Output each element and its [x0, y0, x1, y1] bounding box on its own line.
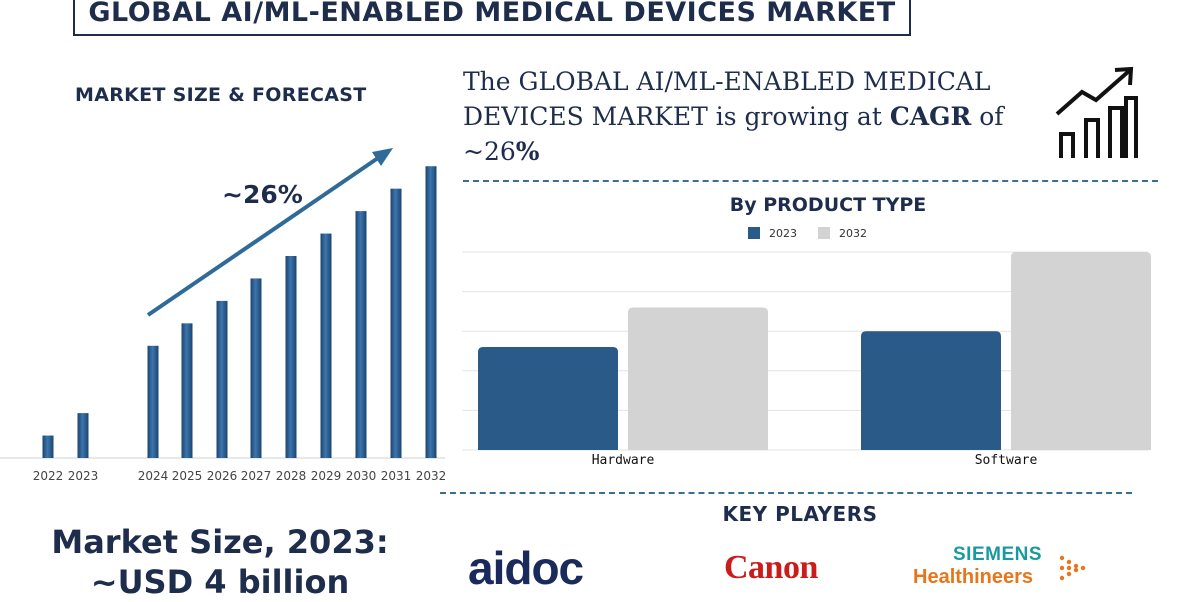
legend-label-2032: 2032	[839, 227, 867, 240]
divider-top	[463, 180, 1158, 182]
divider-bottom	[440, 492, 1132, 494]
forecast-tick-label: 2031	[381, 469, 412, 483]
statement-value-number: ~26	[463, 137, 516, 166]
forecast-bar-2032	[425, 166, 437, 458]
statement-value-percent: %	[515, 137, 540, 166]
cagr-annotation: ~26%	[222, 180, 303, 209]
cagr-statement: The GLOBAL AI/ML-ENABLED MEDICAL DEVICES…	[463, 64, 1053, 169]
market-size-text: Market Size, 2023: ~USD 4 billion	[0, 522, 440, 602]
forecast-tick-label: 2029	[311, 469, 342, 483]
siemens-dots-icon	[1059, 555, 1086, 581]
siemens-healthineers-logo: SIEMENS Healthineers	[913, 544, 1086, 589]
healthineers-wordmark: Healthineers	[913, 566, 1034, 588]
forecast-bar-2026	[216, 300, 228, 458]
forecast-bar-2025	[181, 323, 193, 458]
canon-logo: Canon	[724, 549, 818, 586]
aidoc-logo: aidoc	[468, 542, 584, 594]
forecast-tick-label: 2022	[33, 469, 64, 483]
page-title: GLOBAL AI/ML-ENABLED MEDICAL DEVICES MAR…	[88, 0, 896, 28]
forecast-heading: MARKET SIZE & FORECAST	[75, 84, 367, 106]
product-bar-software-2032	[1011, 252, 1151, 450]
legend-label-2023: 2023	[769, 227, 797, 240]
market-size-line2: ~USD 4 billion	[90, 563, 350, 601]
product-type-chart: By PRODUCT TYPE 2023 2032 Hardware Software	[462, 194, 1151, 468]
forecast-tick-label: 2023	[68, 469, 99, 483]
siemens-wordmark: SIEMENS	[953, 544, 1043, 565]
forecast-tick-label: 2030	[346, 469, 377, 483]
statement-cagr-word: CAGR	[889, 102, 972, 131]
key-players-heading: KEY PLAYERS	[722, 502, 878, 526]
legend-swatch-2032	[818, 227, 830, 239]
product-category-label: Software	[975, 453, 1038, 468]
forecast-tick-label: 2025	[172, 469, 203, 483]
forecast-bar-2022	[42, 435, 54, 458]
forecast-bar-2030	[355, 211, 367, 458]
title-banner: GLOBAL AI/ML-ENABLED MEDICAL DEVICES MAR…	[73, 0, 911, 36]
forecast-tick-label: 2026	[207, 469, 238, 483]
forecast-bar-2023	[77, 413, 89, 458]
statement-prefix: The GLOBAL AI/ML-ENABLED MEDICAL DEVICES…	[463, 67, 991, 131]
forecast-bar-2028	[285, 256, 297, 458]
product-bar-hardware-2023	[478, 347, 618, 450]
trend-arrow-line	[146, 156, 380, 317]
growth-chart-icon	[1055, 66, 1138, 158]
product-category-label: Hardware	[592, 453, 655, 468]
legend-swatch-2023	[748, 227, 760, 239]
statement-of-word: of	[971, 102, 1004, 131]
market-size-line1: Market Size, 2023:	[51, 523, 389, 561]
forecast-bar-2027	[250, 278, 262, 458]
forecast-bar-2024	[147, 345, 159, 458]
forecast-tick-label: 2032	[416, 469, 445, 483]
forecast-tick-label: 2028	[276, 469, 307, 483]
forecast-tick-label: 2027	[241, 469, 272, 483]
product-bar-hardware-2032	[628, 307, 768, 450]
product-type-heading: By PRODUCT TYPE	[730, 194, 927, 216]
forecast-bar-2029	[320, 233, 332, 458]
trend-arrow-head	[372, 148, 393, 166]
forecast-tick-label: 2024	[138, 469, 169, 483]
forecast-chart: 2022 2023 2024 2025 2026 2027 2028 2029 2030 2031…	[0, 148, 445, 483]
forecast-bar-2031	[390, 188, 402, 458]
product-bar-software-2023	[861, 331, 1001, 450]
